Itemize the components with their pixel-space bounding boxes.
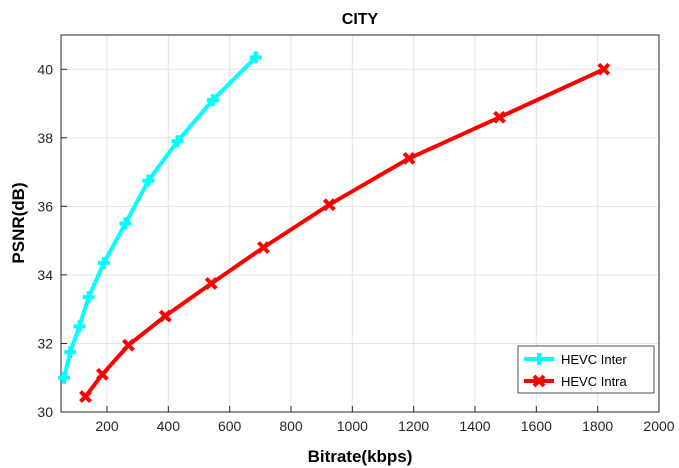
y-tick-label: 38: [37, 130, 53, 146]
x-axis-ticks: 200 400 600 800 1000 1200 1400 1600 1800 2000: [95, 406, 675, 434]
series-line-hevc-inter: [62, 55, 258, 379]
y-axis-ticks: 30 32 34 36 38 40: [37, 61, 67, 420]
data-point-hevc-intra: [95, 367, 109, 381]
y-tick-label: 40: [37, 61, 53, 77]
legend-label-hevc-inter: HEVC Inter: [561, 352, 627, 367]
y-tick-label: 32: [37, 335, 53, 351]
y-tick-label: 36: [37, 198, 53, 214]
data-point-hevc-intra: [79, 390, 92, 403]
series-hevc-inter: [58, 51, 262, 384]
legend-marker-hevc-intra: [532, 374, 546, 388]
chart-title: CITY: [342, 11, 379, 28]
data-point-hevc-intra: [256, 241, 270, 254]
x-tick-label: 600: [218, 418, 242, 434]
x-tick-label: 800: [279, 418, 303, 434]
series-hevc-intra: [79, 62, 611, 403]
x-tick-label: 1000: [337, 418, 368, 434]
x-axis-title: Bitrate(kbps): [308, 447, 413, 466]
x-tick-label: 1600: [521, 418, 552, 434]
data-point-hevc-intra: [597, 62, 611, 76]
y-tick-label: 30: [37, 404, 53, 420]
data-point-hevc-intra: [322, 198, 336, 212]
y-axis-title: PSNR(dB): [9, 182, 28, 263]
y-tick-label: 34: [37, 267, 53, 283]
series-layer: [58, 51, 611, 403]
plot-frame: [60, 34, 660, 413]
x-tick-label: 400: [157, 418, 181, 434]
series-line-hevc-intra: [83, 67, 605, 398]
x-tick-label: 1400: [459, 418, 490, 434]
data-point-hevc-intra: [204, 277, 218, 290]
x-tick-label: 2000: [643, 418, 674, 434]
x-tick-label: 1800: [582, 418, 613, 434]
data-point-hevc-intra: [158, 309, 172, 323]
legend-label-hevc-intra: HEVC Intra: [561, 374, 628, 389]
data-point-hevc-intra: [402, 151, 416, 165]
data-point-hevc-intra: [493, 110, 506, 124]
x-tick-label: 200: [95, 418, 119, 434]
legend: HEVC Inter HEVC Intra: [517, 345, 655, 394]
x-tick-label: 1200: [398, 418, 429, 434]
data-point-hevc-intra: [122, 338, 135, 352]
